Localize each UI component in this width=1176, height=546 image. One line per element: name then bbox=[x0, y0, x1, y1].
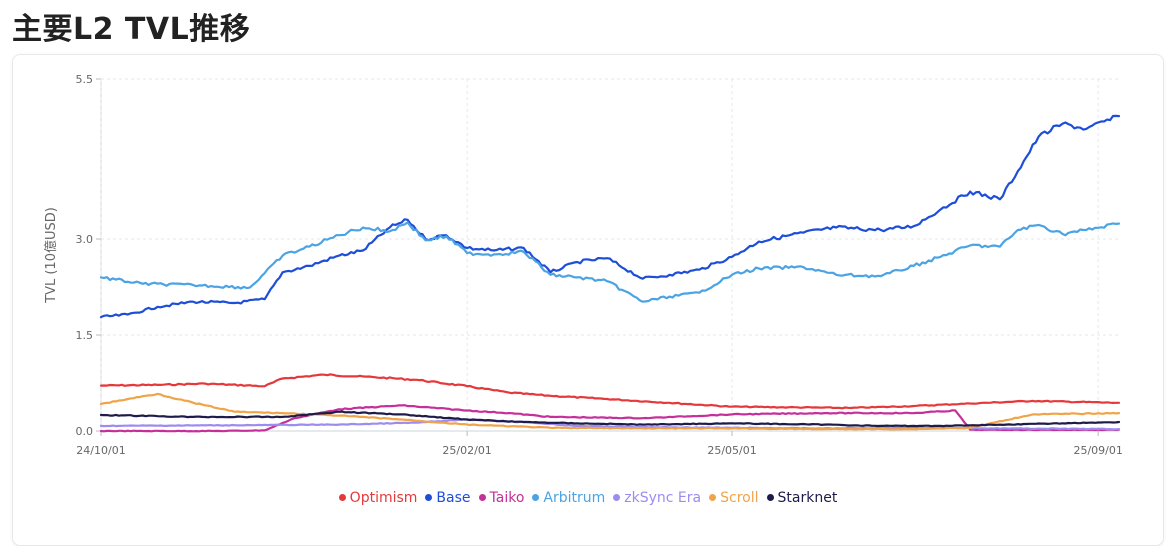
y-tick-label: 0.0 bbox=[76, 425, 94, 438]
series-line-arbitrum bbox=[99, 221, 1121, 303]
legend-dot-icon bbox=[478, 493, 486, 501]
legend-dot-icon bbox=[766, 493, 774, 501]
legend-label: Starknet bbox=[777, 490, 838, 506]
series-line-scroll bbox=[99, 392, 1121, 431]
y-tick-label: 3.0 bbox=[76, 233, 94, 246]
legend-label: zkSync Era bbox=[624, 490, 702, 506]
series-line-base bbox=[99, 114, 1121, 319]
y-tick-label: 5.5 bbox=[76, 73, 94, 86]
legend-dot-icon bbox=[709, 493, 717, 501]
page-title: 主要L2 TVL推移 bbox=[12, 12, 251, 47]
x-tick-label: 25/05/01 bbox=[707, 444, 756, 457]
legend-dot-icon bbox=[338, 493, 346, 501]
series-line-taiko bbox=[99, 404, 1121, 433]
y-axis-label: TVL (10億USD) bbox=[43, 207, 59, 304]
x-tick-label: 25/09/01 bbox=[1073, 444, 1122, 457]
legend-item-scroll[interactable]: Scroll bbox=[709, 490, 759, 506]
grid bbox=[96, 78, 1119, 436]
series-line-optimism bbox=[99, 373, 1121, 410]
legend-dot-icon bbox=[425, 493, 433, 501]
legend-item-taiko[interactable]: Taiko bbox=[478, 490, 525, 506]
series-lines bbox=[99, 114, 1121, 433]
legend-label: Optimism bbox=[349, 490, 418, 506]
legend-item-base[interactable]: Base bbox=[425, 490, 471, 506]
legend-item-arbitrum[interactable]: Arbitrum bbox=[532, 490, 605, 506]
legend-label: Base bbox=[436, 490, 471, 506]
axis-ticks: 0.0 1.5 3.0 5.5 24/10/01 25/02/01 25/05/01 25/0… bbox=[76, 73, 1123, 457]
legend-item-optimism[interactable]: Optimism bbox=[338, 490, 418, 506]
legend-item-starknet[interactable]: Starknet bbox=[766, 490, 838, 506]
series-line-starknet bbox=[99, 410, 1121, 428]
legend-dot-icon bbox=[532, 493, 540, 501]
chart-card bbox=[12, 54, 1164, 546]
legend-label: Scroll bbox=[720, 490, 759, 506]
x-tick-label: 24/10/01 bbox=[76, 444, 125, 457]
legend-label: Taiko bbox=[489, 490, 525, 506]
x-tick-label: 25/02/01 bbox=[442, 444, 491, 457]
chart-legend: Optimism Base Taiko Arbitrum zkSync Era Scrol… bbox=[0, 490, 1176, 506]
legend-item-zksync-era[interactable]: zkSync Era bbox=[613, 490, 701, 506]
legend-dot-icon bbox=[613, 493, 621, 501]
y-tick-label: 1.5 bbox=[76, 329, 94, 342]
tvl-line-chart: 0.0 1.5 3.0 5.5 24/10/01 25/02/01 25/05/01 25/0… bbox=[43, 73, 1123, 457]
legend-label: Arbitrum bbox=[543, 490, 606, 506]
